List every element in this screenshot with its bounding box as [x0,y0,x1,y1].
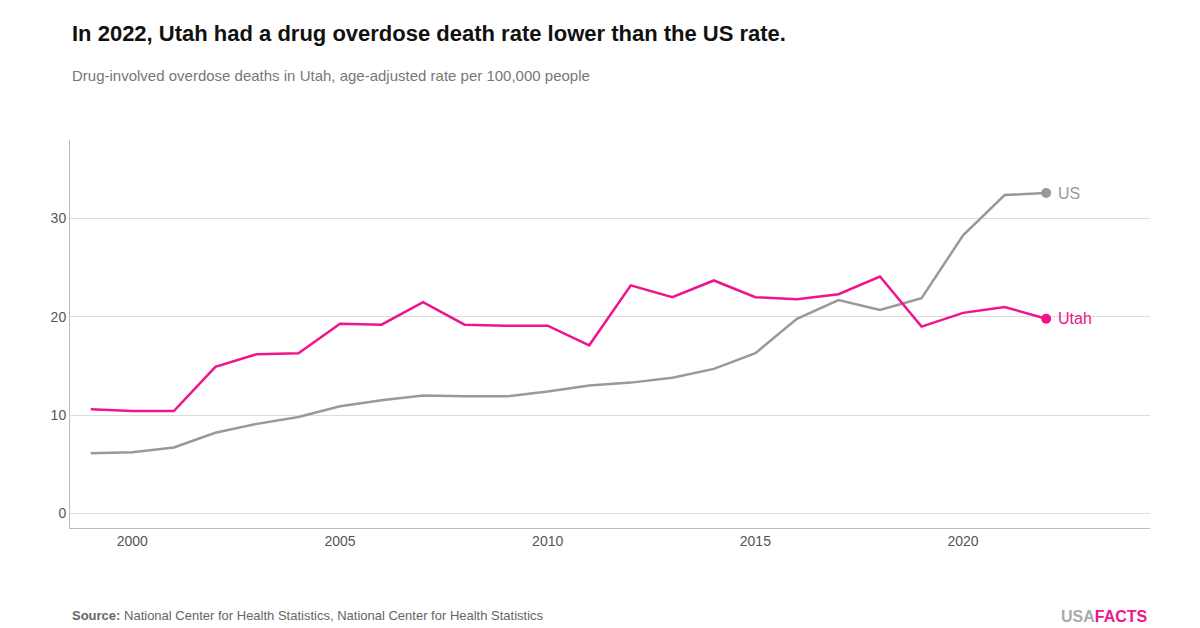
svg-text:2000: 2000 [117,533,148,549]
svg-text:2015: 2015 [740,533,771,549]
svg-text:USAFACTS: USAFACTS [1061,608,1148,625]
svg-text:0: 0 [58,505,66,521]
svg-text:In 2022, Utah had a drug overd: In 2022, Utah had a drug overdose death … [72,21,786,46]
svg-text:20: 20 [51,309,67,325]
svg-text:Drug-involved overdose deaths: Drug-involved overdose deaths in Utah, a… [72,67,590,84]
svg-text:10: 10 [51,407,67,423]
svg-text:2010: 2010 [532,533,563,549]
svg-text:2005: 2005 [324,533,355,549]
svg-text:2020: 2020 [948,533,979,549]
svg-text:Utah: Utah [1058,310,1092,327]
svg-text:30: 30 [51,210,67,226]
svg-text:US: US [1058,185,1080,202]
svg-text:Source: National Center for He: Source: National Center for Health Stati… [72,608,544,623]
